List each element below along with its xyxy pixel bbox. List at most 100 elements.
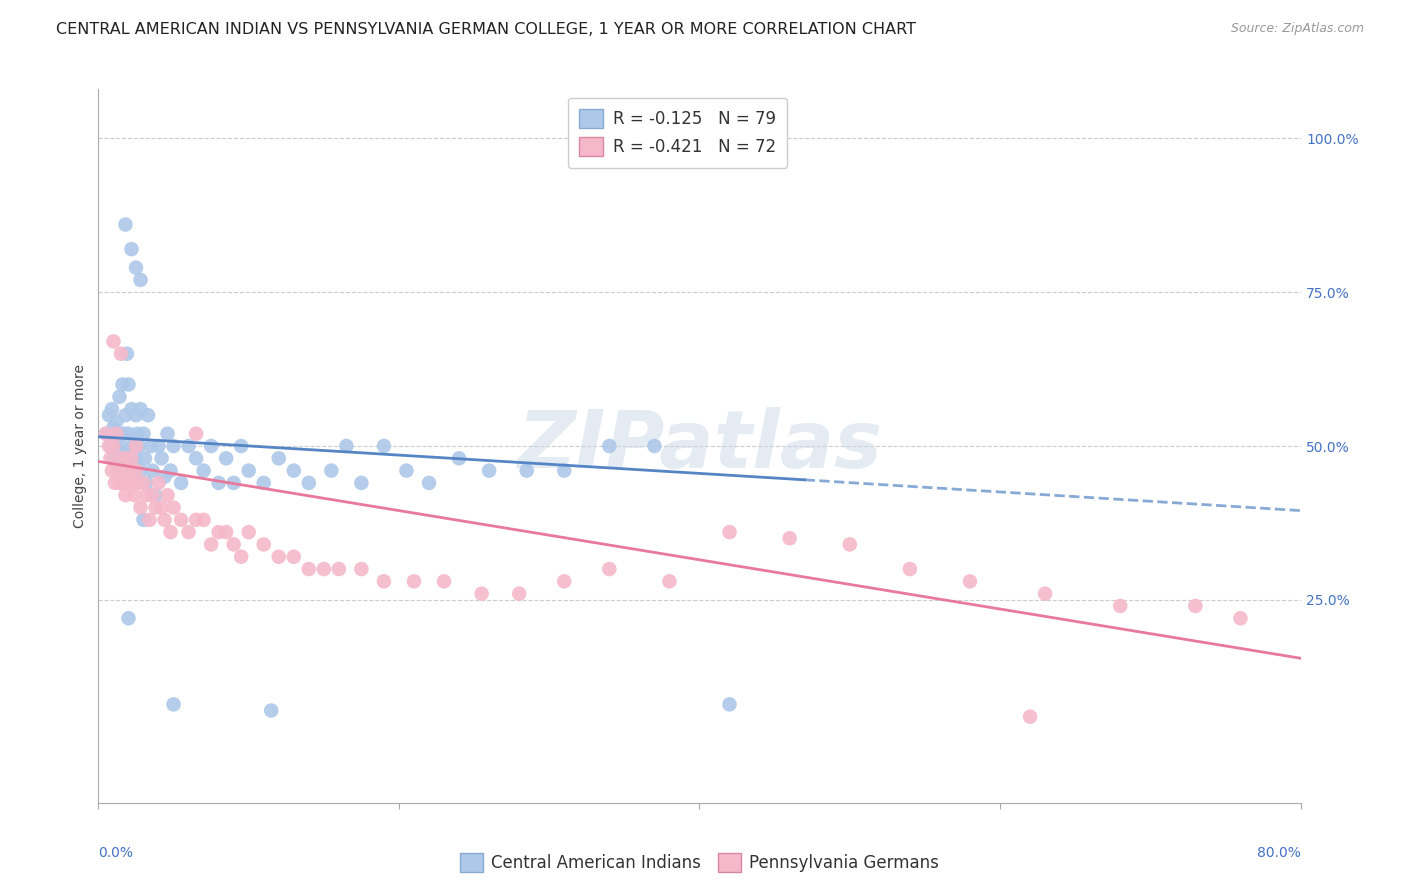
- Point: [110, 464, 132, 478]
- Point: [1019, 709, 1042, 723]
- Point: [125, 451, 148, 466]
- Point: [598, 562, 620, 576]
- Point: [643, 439, 665, 453]
- Point: [115, 347, 138, 361]
- Point: [350, 562, 373, 576]
- Point: [418, 475, 440, 490]
- Point: [222, 475, 245, 490]
- Point: [328, 562, 350, 576]
- Point: [184, 451, 207, 466]
- Point: [231, 549, 253, 564]
- Point: [132, 513, 155, 527]
- Point: [117, 611, 139, 625]
- Point: [170, 475, 193, 490]
- Point: [402, 574, 425, 589]
- Point: [373, 439, 395, 453]
- Text: ZIPatlas: ZIPatlas: [517, 407, 882, 485]
- Point: [112, 426, 135, 441]
- Point: [117, 377, 139, 392]
- Point: [103, 334, 125, 349]
- Point: [598, 439, 620, 453]
- Point: [208, 525, 231, 540]
- Point: [298, 475, 321, 490]
- Point: [103, 451, 125, 466]
- Point: [959, 574, 981, 589]
- Point: [508, 587, 530, 601]
- Point: [478, 464, 501, 478]
- Point: [312, 562, 335, 576]
- Point: [148, 439, 170, 453]
- Point: [127, 475, 149, 490]
- Point: [128, 439, 150, 453]
- Point: [138, 513, 160, 527]
- Point: [108, 475, 131, 490]
- Point: [200, 537, 222, 551]
- Point: [1184, 599, 1206, 613]
- Point: [122, 439, 145, 453]
- Point: [898, 562, 921, 576]
- Point: [105, 426, 128, 441]
- Point: [193, 513, 215, 527]
- Point: [553, 574, 575, 589]
- Point: [200, 439, 222, 453]
- Point: [125, 464, 148, 478]
- Point: [838, 537, 860, 551]
- Point: [110, 451, 132, 466]
- Point: [153, 469, 176, 483]
- Point: [238, 464, 260, 478]
- Point: [125, 260, 148, 275]
- Legend: Central American Indians, Pennsylvania Germans: Central American Indians, Pennsylvania G…: [451, 844, 948, 880]
- Point: [177, 439, 200, 453]
- Point: [373, 574, 395, 589]
- Point: [97, 409, 120, 423]
- Point: [132, 426, 155, 441]
- Point: [108, 390, 131, 404]
- Point: [94, 426, 117, 441]
- Point: [1229, 611, 1251, 625]
- Point: [145, 500, 167, 515]
- Point: [145, 488, 167, 502]
- Point: [718, 525, 741, 540]
- Point: [97, 439, 120, 453]
- Point: [150, 500, 173, 515]
- Point: [103, 420, 125, 434]
- Point: [117, 464, 139, 478]
- Point: [114, 445, 136, 459]
- Point: [114, 409, 136, 423]
- Point: [129, 273, 152, 287]
- Point: [553, 464, 575, 478]
- Point: [118, 475, 141, 490]
- Point: [129, 464, 152, 478]
- Point: [111, 475, 134, 490]
- Text: 0.0%: 0.0%: [98, 846, 134, 860]
- Point: [135, 475, 157, 490]
- Point: [159, 464, 181, 478]
- Point: [193, 464, 215, 478]
- Point: [110, 439, 132, 453]
- Point: [107, 464, 129, 478]
- Point: [779, 531, 801, 545]
- Point: [105, 414, 128, 428]
- Point: [148, 475, 170, 490]
- Point: [110, 347, 132, 361]
- Point: [134, 451, 156, 466]
- Point: [162, 500, 184, 515]
- Point: [1109, 599, 1132, 613]
- Point: [122, 475, 145, 490]
- Point: [107, 426, 129, 441]
- Point: [267, 451, 290, 466]
- Point: [139, 439, 162, 453]
- Point: [335, 439, 357, 453]
- Point: [718, 698, 741, 712]
- Point: [104, 439, 127, 453]
- Point: [215, 525, 238, 540]
- Point: [136, 409, 159, 423]
- Point: [129, 402, 152, 417]
- Point: [112, 469, 135, 483]
- Point: [215, 451, 238, 466]
- Point: [153, 513, 176, 527]
- Point: [124, 488, 146, 502]
- Point: [298, 562, 321, 576]
- Point: [104, 475, 127, 490]
- Text: 80.0%: 80.0%: [1257, 846, 1301, 860]
